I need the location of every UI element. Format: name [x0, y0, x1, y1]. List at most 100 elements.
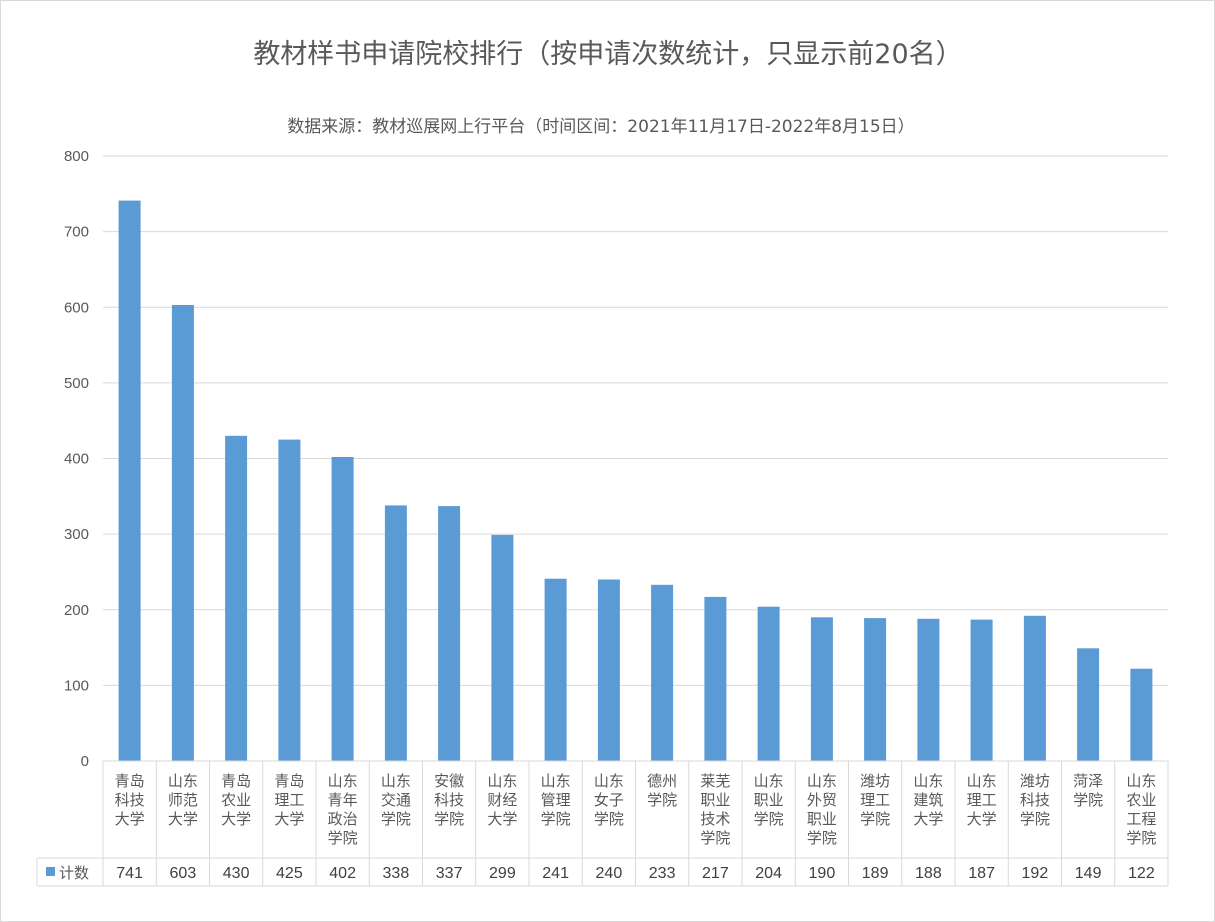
category-label: 德州 — [647, 772, 677, 790]
data-value-label: 741 — [116, 865, 143, 882]
chart-subtitle: 数据来源：教材巡展网上行平台（时间区间：2021年11月17日-2022年8月1… — [287, 117, 914, 137]
bar — [1023, 615, 1046, 761]
category-label: 政治 — [328, 810, 358, 828]
data-value-label: 425 — [276, 865, 303, 882]
category-label: 潍坊 — [1020, 772, 1050, 790]
data-value-label: 122 — [1128, 865, 1155, 882]
data-value-label: 192 — [1022, 865, 1049, 882]
category-label: 建筑 — [913, 791, 943, 809]
category-label: 菏泽 — [1073, 772, 1103, 790]
category-label: 农业 — [221, 791, 251, 809]
y-tick-label: 100 — [64, 677, 89, 694]
data-value-label: 299 — [489, 865, 516, 882]
category-label: 交通 — [381, 791, 411, 809]
data-value-label: 190 — [809, 865, 836, 882]
category-label: 山东 — [1126, 772, 1156, 790]
bar — [438, 506, 461, 761]
bar — [278, 439, 301, 761]
category-label: 山东 — [381, 772, 411, 790]
category-label: 大学 — [274, 810, 304, 828]
category-label: 女子 — [594, 791, 624, 809]
category-label: 大学 — [913, 810, 943, 828]
category-label: 学院 — [860, 810, 890, 828]
bar — [970, 619, 993, 761]
category-label: 学院 — [541, 810, 571, 828]
data-value-label: 189 — [862, 865, 889, 882]
category-label: 潍坊 — [860, 772, 890, 790]
category-label: 学院 — [1073, 791, 1103, 809]
category-label: 学院 — [328, 829, 358, 847]
bar — [704, 596, 727, 761]
category-label: 科技 — [434, 791, 464, 809]
legend-key — [46, 867, 55, 876]
category-label: 学院 — [434, 810, 464, 828]
data-value-label: 240 — [596, 865, 623, 882]
category-label: 师范 — [168, 791, 198, 809]
bar — [597, 579, 620, 761]
category-label: 大学 — [168, 810, 198, 828]
category-label: 科技 — [115, 791, 145, 809]
category-label: 山东 — [487, 772, 517, 790]
category-label: 学院 — [647, 791, 677, 809]
category-label: 大学 — [967, 810, 997, 828]
data-value-label: 430 — [223, 865, 250, 882]
gridlines — [103, 155, 1168, 686]
category-label: 外贸 — [807, 791, 837, 809]
bar — [491, 534, 514, 761]
category-label: 职业 — [807, 810, 837, 828]
category-label: 大学 — [487, 810, 517, 828]
category-label: 大学 — [221, 810, 251, 828]
bar — [331, 457, 354, 761]
data-value-label: 338 — [383, 865, 410, 882]
data-value-label: 233 — [649, 865, 676, 882]
bar — [1130, 668, 1153, 761]
bar — [917, 618, 940, 761]
category-label: 山东 — [541, 772, 571, 790]
category-label: 农业 — [1126, 791, 1156, 809]
category-label: 大学 — [115, 810, 145, 828]
bar — [225, 435, 248, 761]
y-tick-label: 700 — [64, 224, 89, 241]
category-label: 理工 — [860, 791, 890, 809]
bar — [544, 578, 567, 761]
category-label: 学院 — [754, 810, 784, 828]
category-label: 学院 — [381, 810, 411, 828]
bars — [118, 200, 1153, 762]
y-tick-label: 0 — [81, 753, 89, 770]
category-label: 技术 — [700, 810, 730, 828]
category-label: 青岛 — [115, 772, 145, 790]
legend-label: 计数 — [59, 864, 89, 882]
category-label: 山东 — [967, 772, 997, 790]
category-label: 青岛 — [274, 772, 304, 790]
category-label: 理工 — [967, 791, 997, 809]
bar — [118, 200, 141, 762]
category-label: 工程 — [1126, 810, 1156, 828]
category-label: 管理 — [541, 791, 571, 809]
chart-title: 教材样书申请院校排行（按申请次数统计，只显示前20名） — [253, 39, 962, 70]
category-label: 青岛 — [221, 772, 251, 790]
category-label: 科技 — [1020, 791, 1050, 809]
category-label: 学院 — [807, 829, 837, 847]
bar — [384, 505, 407, 761]
data-value-label: 337 — [436, 865, 463, 882]
data-value-label: 188 — [915, 865, 942, 882]
data-value-label: 217 — [702, 865, 729, 882]
y-tick-label: 400 — [64, 451, 89, 468]
bar — [810, 617, 833, 761]
category-label: 山东 — [807, 772, 837, 790]
y-tick-label: 500 — [64, 375, 89, 392]
bar — [171, 305, 194, 761]
bar — [651, 584, 674, 761]
category-label: 学院 — [594, 810, 624, 828]
category-label: 学院 — [700, 829, 730, 847]
data-value-label: 187 — [968, 865, 995, 882]
bar — [864, 618, 887, 761]
category-label: 职业 — [700, 791, 730, 809]
data-table: 青岛科技大学山东师范大学青岛农业大学青岛理工大学山东青年政治学院山东交通学院安徽… — [36, 760, 1169, 887]
category-label: 青年 — [328, 791, 358, 809]
category-label: 财经 — [487, 791, 517, 809]
data-value-label: 241 — [542, 865, 569, 882]
y-tick-label: 200 — [64, 602, 89, 619]
category-label: 山东 — [594, 772, 624, 790]
